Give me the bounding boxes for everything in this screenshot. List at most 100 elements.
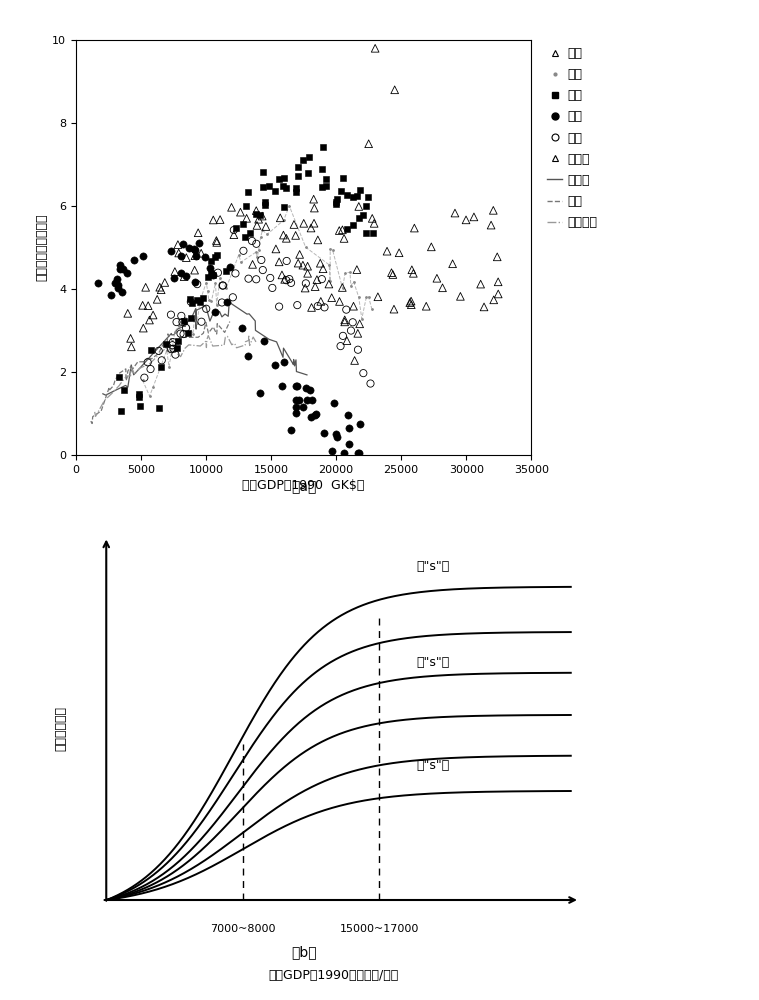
Point [182,325,194,341]
Point [297,257,309,273]
Point [178,310,191,326]
Point [278,354,290,370]
Point [331,191,343,207]
Point [237,216,249,232]
Point [317,261,329,277]
Point [168,341,180,357]
Point [305,299,317,315]
Point [351,262,363,278]
Point [309,407,321,423]
Point [488,292,500,308]
Point [301,265,313,281]
Point [361,225,373,241]
Point [250,236,263,252]
Point [217,278,229,294]
Point [209,275,222,291]
Point [328,395,340,411]
Point [360,198,372,214]
Point [274,210,286,226]
Point [304,409,317,425]
Point [253,211,265,227]
Point [436,280,449,296]
Point [242,348,254,364]
Point [178,313,190,329]
Point [165,341,177,357]
Point [241,210,253,226]
Point [408,220,420,236]
Point [205,265,217,281]
Point [147,307,159,323]
Point [316,271,328,287]
Point [316,179,328,195]
Point [326,290,338,306]
Point [405,297,417,313]
Point [220,280,232,296]
Point [277,227,289,243]
Point [172,333,184,349]
Point [290,399,302,415]
Point [175,326,187,342]
Text: 人均GDP（1990盖凯美元/人）: 人均GDP（1990盖凯美元/人） [269,969,399,982]
Point [259,197,271,213]
Point [250,244,262,260]
Point [114,257,126,273]
Point [155,282,167,298]
Point [242,184,254,200]
Point [305,220,317,236]
Point [211,247,223,263]
Point [230,220,242,236]
Point [227,289,239,305]
Point [189,274,201,290]
Point [281,253,293,269]
Point [153,400,165,416]
Text: （b）: （b） [291,945,317,959]
Point [324,273,336,289]
Point [333,293,345,309]
Point [263,178,275,194]
Point [153,279,165,295]
Point [333,223,345,239]
Point [220,263,232,279]
Point [326,443,339,459]
Point [225,199,238,215]
Point [372,289,384,305]
Point [137,372,149,388]
Point [460,212,472,228]
Text: 15000~17000: 15000~17000 [340,924,419,934]
Point [492,286,504,302]
Point [291,168,304,184]
Point [142,354,154,370]
Point [351,325,364,341]
Point [239,229,251,245]
Point [257,164,269,180]
Point [347,189,359,205]
Point [194,293,206,309]
Point [343,436,355,452]
Point [159,274,171,290]
Point [487,202,499,218]
Point [300,380,312,396]
Point [188,242,200,258]
Point [250,206,262,222]
Point [344,264,356,280]
Point [343,420,355,436]
Point [389,82,401,98]
Point [363,289,375,305]
Point [185,310,197,326]
Point [338,230,350,246]
Point [335,183,347,199]
Point [251,217,263,233]
Point [244,225,256,241]
Point [303,149,315,165]
Point [191,276,203,292]
Point [253,242,265,258]
Point [269,183,281,199]
Point [168,270,180,286]
Text: 7000~8000: 7000~8000 [210,924,276,934]
Point [290,180,302,196]
Point [341,187,353,203]
Point [228,227,240,243]
Point [188,241,200,257]
Point [310,406,322,422]
Point [165,307,177,323]
